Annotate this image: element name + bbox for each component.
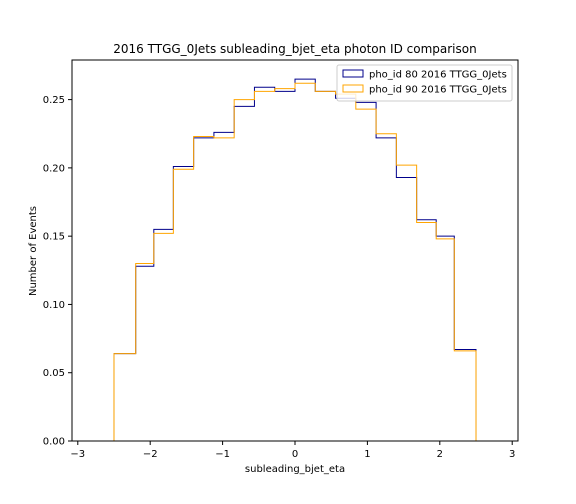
y-tick-label: 0.25: [43, 95, 65, 106]
legend-label-2: pho_id 90 2016 TTGG_0Jets: [369, 85, 507, 96]
legend-swatch-1: [342, 69, 364, 78]
y-tick-label: 0.05: [43, 368, 65, 379]
x-tick-label: 2: [437, 449, 443, 460]
legend-label-1: pho_id 80 2016 TTGG_0Jets: [369, 70, 507, 81]
x-axis: −3 −2 −1 0 1 2 3: [70, 441, 515, 460]
y-axis-label: Number of Events: [28, 206, 39, 296]
legend: pho_id 80 2016 TTGG_0Jets pho_id 90 2016 …: [336, 64, 513, 102]
y-tick-label: 0.15: [43, 232, 65, 243]
series-layer: [113, 78, 477, 441]
y-tick-label: 0.00: [43, 437, 65, 448]
series-2-line: [113, 82, 477, 441]
chart-title: 2016 TTGG_0Jets subleading_bjet_eta phot…: [113, 42, 476, 56]
x-axis-label: subleading_bjet_eta: [245, 464, 345, 475]
x-tick-label: −1: [215, 449, 230, 460]
x-tick-label: 3: [509, 449, 515, 460]
x-tick-label: 1: [364, 449, 370, 460]
y-tick-label: 0.10: [43, 300, 65, 311]
plot-area: −3 −2 −1 0 1 2 3 0.00 0.05 0.10 0.15 0.20 0.25: [43, 59, 519, 460]
y-axis: 0.00 0.05 0.10 0.15 0.20 0.25: [43, 95, 72, 448]
x-tick-label: −3: [70, 449, 85, 460]
y-tick-label: 0.20: [43, 163, 65, 174]
legend-box: [336, 64, 513, 102]
legend-swatch-2: [342, 84, 364, 93]
x-tick-label: −2: [143, 449, 158, 460]
x-tick-label: 0: [292, 449, 298, 460]
